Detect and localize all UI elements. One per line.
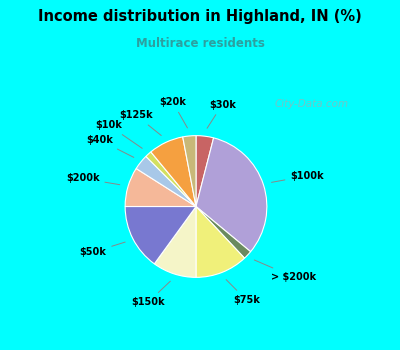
Wedge shape <box>196 206 244 277</box>
Text: $50k: $50k <box>80 242 125 257</box>
Text: $40k: $40k <box>86 135 134 158</box>
Text: $200k: $200k <box>66 174 120 185</box>
Wedge shape <box>146 152 196 206</box>
Text: Multirace residents: Multirace residents <box>136 37 264 50</box>
Wedge shape <box>183 136 196 206</box>
Wedge shape <box>196 136 214 206</box>
Text: $75k: $75k <box>226 280 260 305</box>
Wedge shape <box>196 138 267 252</box>
Text: $150k: $150k <box>131 281 170 307</box>
Text: City-Data.com: City-Data.com <box>275 99 349 108</box>
Text: $20k: $20k <box>159 97 188 128</box>
Wedge shape <box>154 206 196 277</box>
Text: $30k: $30k <box>207 99 236 128</box>
Text: $100k: $100k <box>272 171 324 182</box>
Wedge shape <box>125 206 196 264</box>
Text: $125k: $125k <box>120 111 161 135</box>
Wedge shape <box>196 206 250 258</box>
Wedge shape <box>136 156 196 206</box>
Wedge shape <box>151 137 196 206</box>
Wedge shape <box>125 169 196 206</box>
Text: $10k: $10k <box>95 120 142 148</box>
Text: > $200k: > $200k <box>254 260 316 282</box>
Text: Income distribution in Highland, IN (%): Income distribution in Highland, IN (%) <box>38 9 362 24</box>
